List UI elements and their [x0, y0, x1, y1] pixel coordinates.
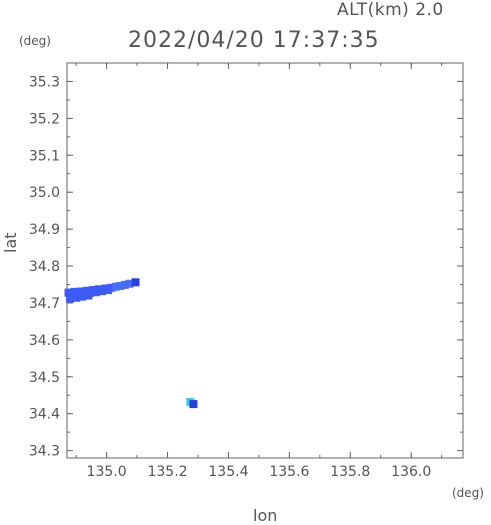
y-tick-label: 35.0: [29, 185, 60, 201]
y-tick-label: 34.9: [29, 222, 60, 238]
y-tick-label: 34.5: [29, 370, 60, 386]
y-tick-label: 34.3: [29, 444, 60, 460]
data-point: [131, 278, 140, 287]
axis-ticks: 135.0 135.2 135.4 135.6 135.8 136.0 34.3 34.4 34…: [29, 62, 463, 480]
data-point: [120, 280, 129, 289]
data-point: [78, 292, 87, 301]
data-point: [72, 293, 81, 302]
data-points: [64, 278, 198, 409]
data-point: [111, 282, 120, 291]
y-tick-label: 35.1: [29, 148, 60, 164]
x-tick-label: 135.0: [87, 464, 127, 480]
y-axis-unit: (deg): [19, 34, 51, 48]
x-axis-unit: (deg): [452, 486, 484, 500]
data-point: [189, 400, 198, 409]
altitude-label: ALT(km) 2.0: [337, 0, 444, 20]
x-tick-label: 135.4: [208, 464, 248, 480]
y-tick-label: 34.4: [29, 407, 60, 423]
y-tick-label: 34.6: [29, 333, 60, 349]
data-point: [125, 279, 134, 288]
y-tick-label: 35.3: [29, 74, 60, 90]
data-point: [116, 281, 125, 290]
y-tick-label: 35.2: [29, 111, 60, 127]
data-point: [66, 294, 75, 303]
x-tick-label: 136.0: [391, 464, 431, 480]
plot-frame: [66, 62, 464, 459]
data-point: [107, 283, 116, 292]
datetime-title: 2022/04/20 17:37:35: [128, 28, 380, 53]
data-point: [84, 291, 93, 300]
x-tick-label: 135.8: [330, 464, 370, 480]
x-tick-label: 135.6: [269, 464, 309, 480]
x-axis-label: lon: [253, 506, 278, 525]
y-tick-label: 34.8: [29, 259, 60, 275]
y-tick-label: 34.7: [29, 296, 60, 312]
x-tick-label: 135.2: [147, 464, 187, 480]
